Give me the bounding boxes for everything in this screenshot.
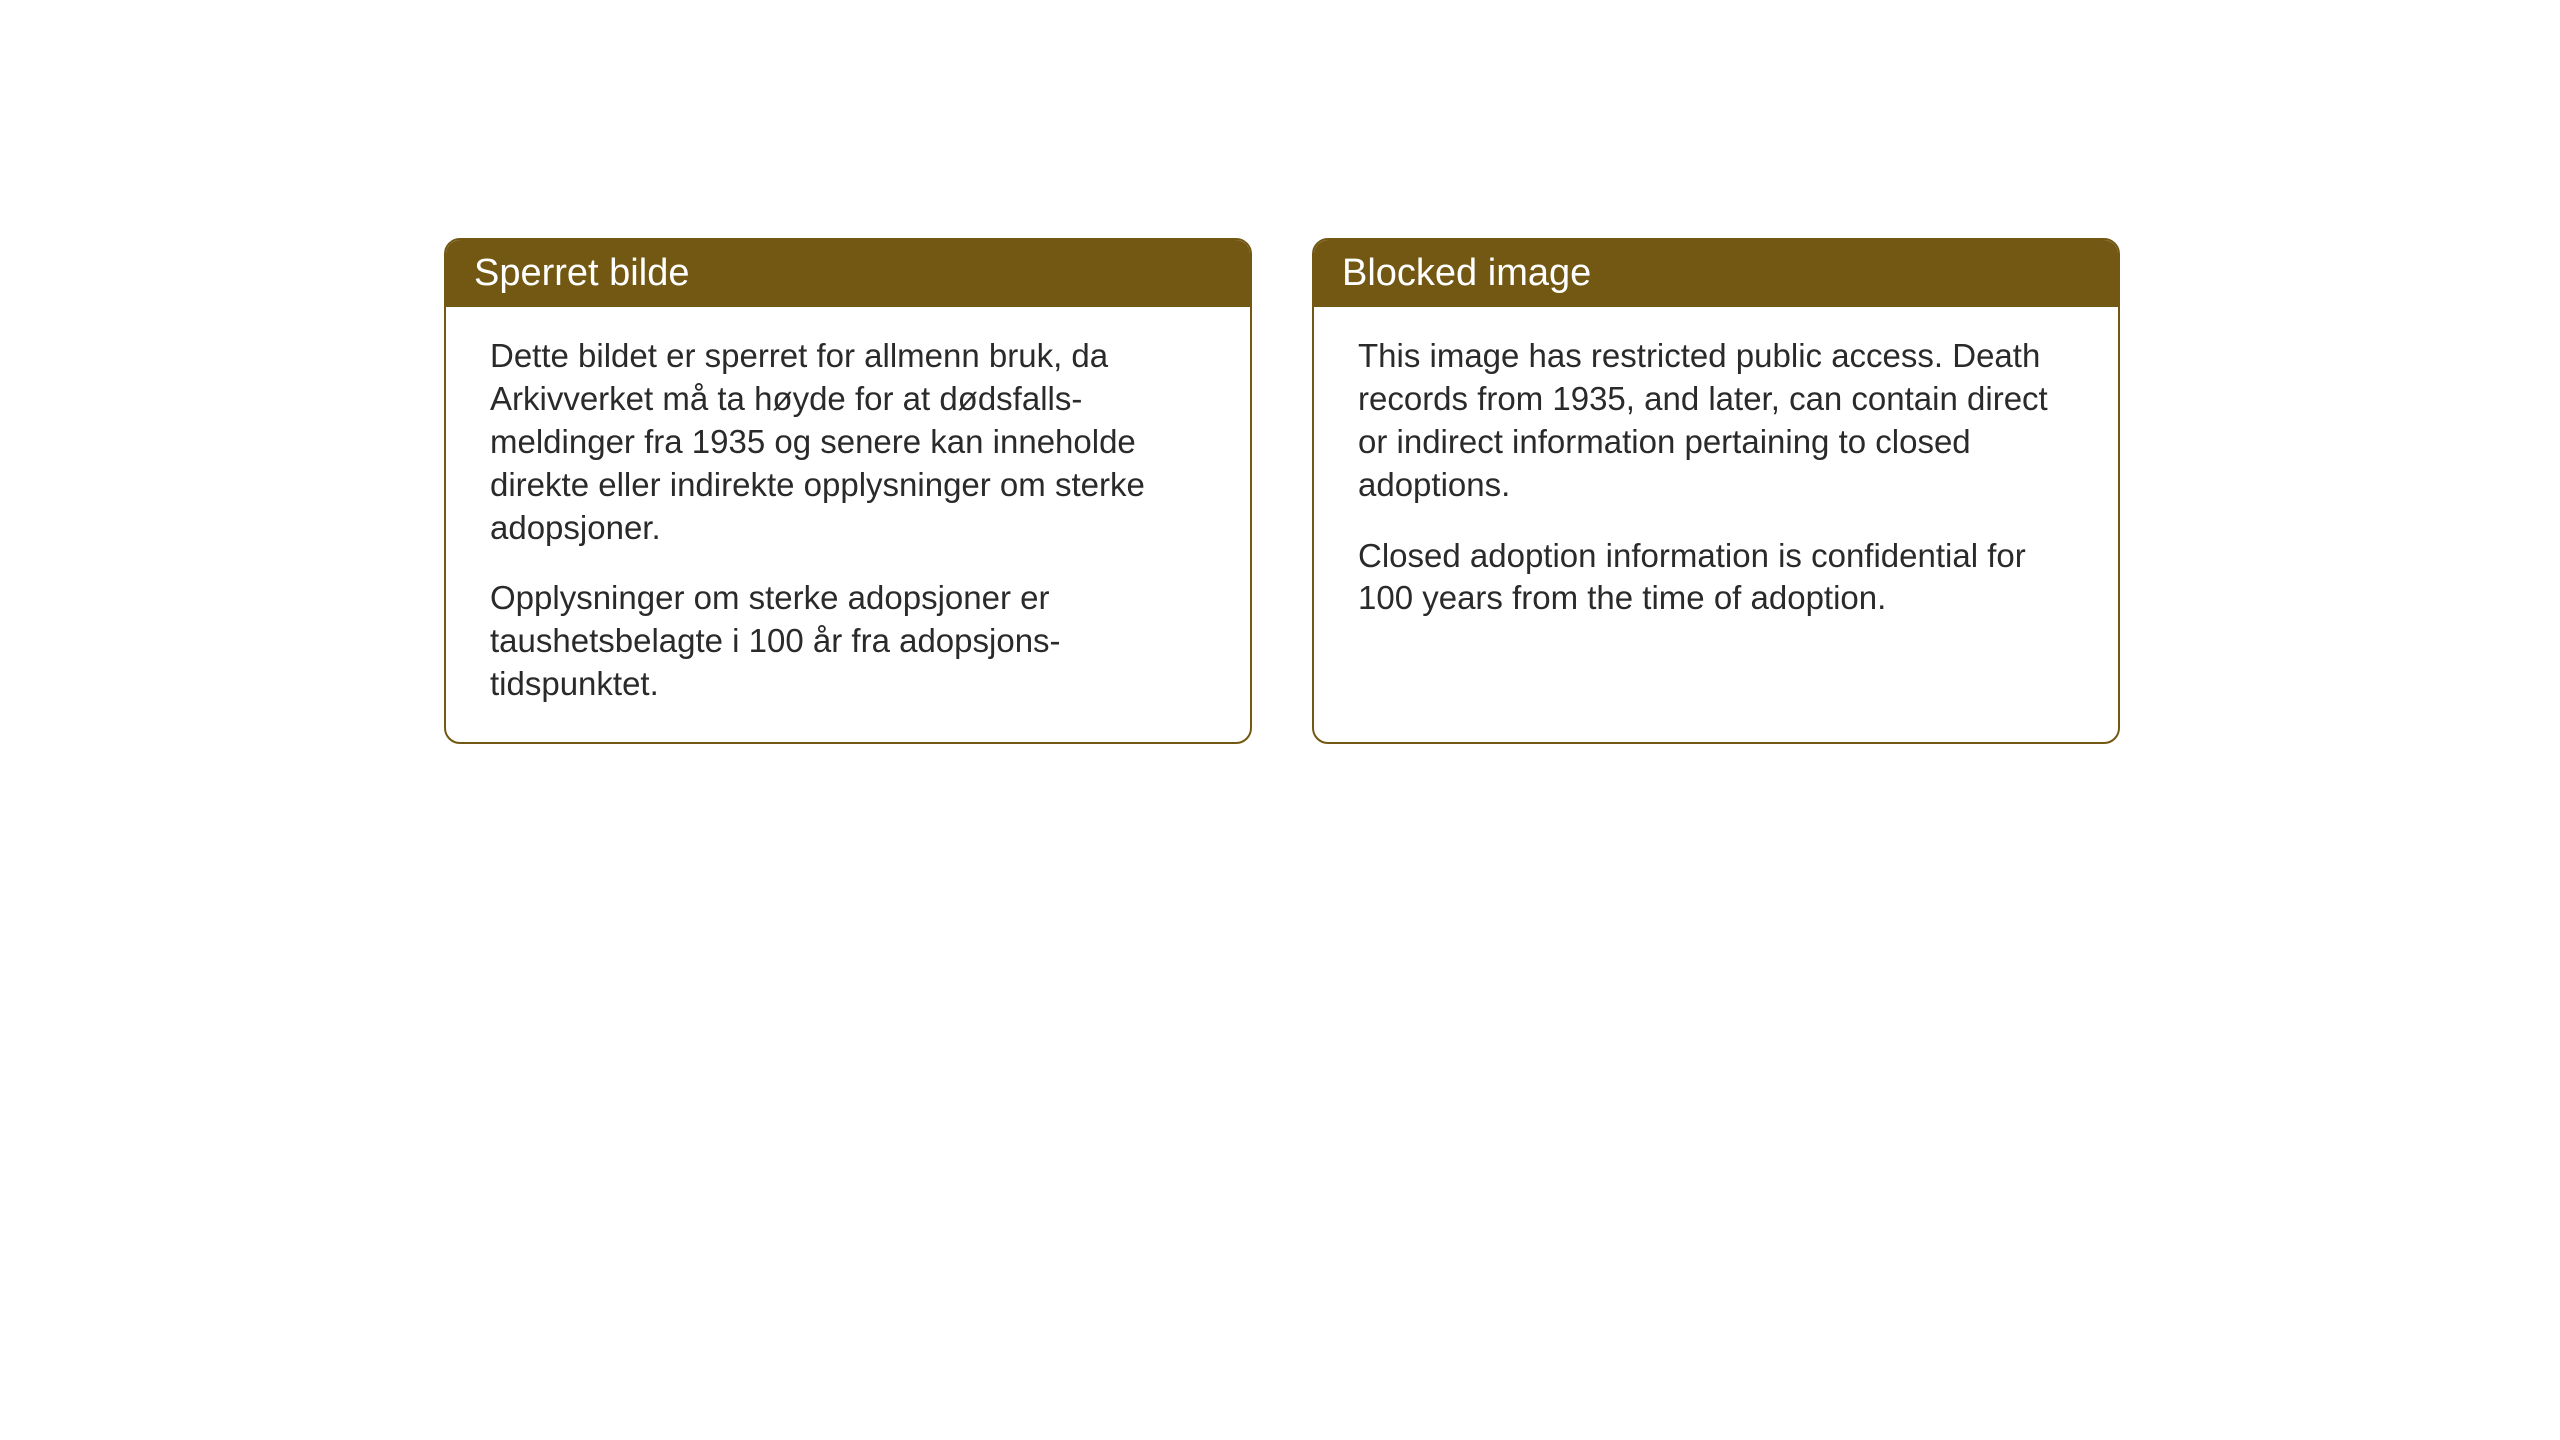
norwegian-paragraph-2: Opplysninger om sterke adopsjoner er tau…: [490, 577, 1206, 706]
norwegian-card-title: Sperret bilde: [446, 240, 1250, 307]
norwegian-card-body: Dette bildet er sperret for allmenn bruk…: [446, 307, 1250, 742]
english-paragraph-1: This image has restricted public access.…: [1358, 335, 2074, 507]
english-card-body: This image has restricted public access.…: [1314, 307, 2118, 656]
english-paragraph-2: Closed adoption information is confident…: [1358, 535, 2074, 621]
norwegian-notice-card: Sperret bilde Dette bildet er sperret fo…: [444, 238, 1252, 744]
notice-cards-container: Sperret bilde Dette bildet er sperret fo…: [444, 238, 2120, 744]
norwegian-paragraph-1: Dette bildet er sperret for allmenn bruk…: [490, 335, 1206, 549]
english-card-title: Blocked image: [1314, 240, 2118, 307]
english-notice-card: Blocked image This image has restricted …: [1312, 238, 2120, 744]
